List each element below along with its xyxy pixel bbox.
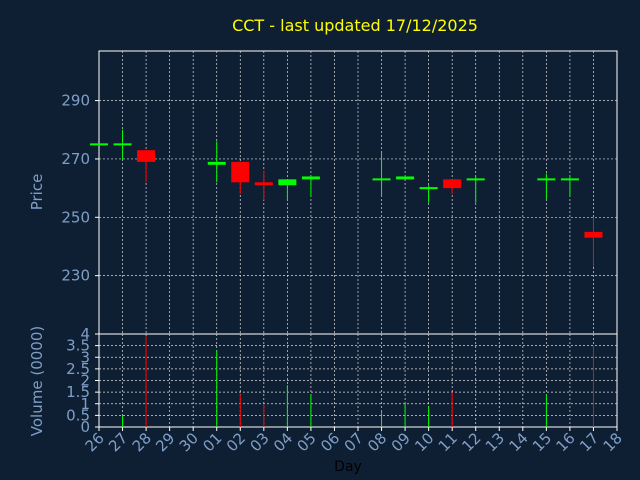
- candle-body: [113, 143, 132, 146]
- candle: [90, 143, 108, 146]
- candle: [207, 141, 226, 183]
- volume-panel: Volume (0000) 00.511.522.533.54: [28, 325, 618, 436]
- candle-body: [372, 178, 391, 181]
- candle: [372, 153, 391, 197]
- candle-body: [560, 178, 579, 181]
- candle: [560, 176, 579, 197]
- volume-y-tick-label: 2: [80, 372, 90, 390]
- volume-y-ticks: 00.511.522.533.54: [66, 325, 99, 436]
- candle: [584, 217, 603, 267]
- price-y-tick-label: 250: [61, 208, 90, 226]
- candle: [537, 173, 556, 200]
- candle-body: [278, 179, 297, 186]
- candle: [113, 129, 132, 159]
- candle-body: [419, 187, 438, 190]
- candle-body: [584, 231, 603, 238]
- volume-y-tick-label: 0.5: [66, 406, 90, 424]
- candle-body: [301, 176, 320, 180]
- price-y-tick-label: 230: [61, 267, 90, 285]
- candle-body: [537, 178, 556, 181]
- volume-y-tick-label: 3.5: [66, 337, 90, 355]
- x-ticks: 2627282930010203040506070809101112131415…: [82, 427, 626, 455]
- volume-y-tick-label: 1.5: [66, 383, 90, 401]
- candle: [254, 170, 273, 200]
- candle: [396, 176, 415, 180]
- candle: [443, 179, 462, 194]
- candle: [137, 150, 156, 183]
- candle: [466, 176, 485, 203]
- volume-axis-label: Volume (0000): [28, 326, 46, 436]
- volume-y-tick-label: 1: [80, 395, 90, 413]
- candle: [278, 179, 297, 200]
- volume-y-tick-label: 2.5: [66, 360, 90, 378]
- price-y-tick-label: 290: [61, 92, 90, 110]
- volume-y-tick-label: 4: [80, 325, 90, 343]
- candle-body: [207, 161, 226, 165]
- candle-body: [231, 161, 250, 183]
- candle-body: [137, 150, 156, 162]
- price-y-ticks: 230 250 270 290: [61, 92, 99, 285]
- x-axis-label: Day: [334, 459, 362, 475]
- candle-body: [90, 143, 108, 146]
- candle: [419, 185, 438, 203]
- candle-body: [443, 179, 462, 189]
- candle-body: [466, 178, 485, 181]
- volume-y-tick-label: 0: [80, 418, 90, 436]
- price-y-tick-label: 270: [61, 150, 90, 168]
- candle-body: [396, 176, 415, 180]
- volume-y-tick-label: 3: [80, 348, 90, 366]
- price-panel: Price 230 250 270 290: [28, 50, 618, 335]
- candle-body: [254, 182, 273, 186]
- chart-title: CCT - last updated 17/12/2025: [232, 16, 478, 35]
- candle: [301, 176, 320, 197]
- candle: [231, 161, 250, 194]
- price-candles: [90, 129, 603, 267]
- volume-bars: [122, 336, 594, 427]
- price-axis-label: Price: [28, 174, 46, 211]
